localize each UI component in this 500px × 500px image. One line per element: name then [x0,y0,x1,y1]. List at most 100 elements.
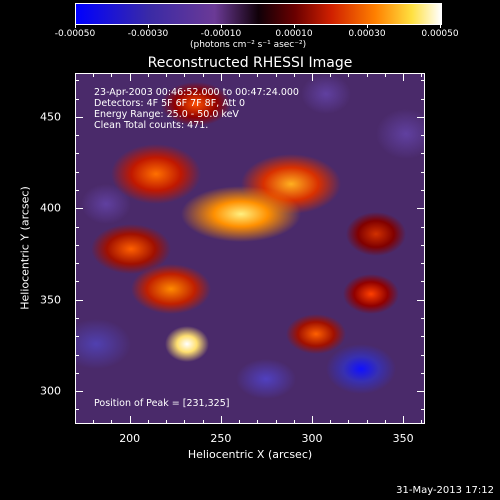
x-minor-tick [147,420,149,424]
y-minor-tick [421,263,425,265]
colorbar-tick-label: -0.00010 [200,29,242,39]
y-minor-tick [75,299,79,301]
y-minor-tick [421,135,425,137]
colorbar-tick-label: 0.00010 [275,29,313,39]
x-minor-tick [293,420,295,424]
chart-title: Reconstructed RHESSI Image [147,55,353,71]
y-minor-tick [421,244,425,246]
y-minor-tick [421,409,425,411]
x-tick [129,73,131,81]
energy-range-label: Energy Range: 25.0 - 50.0 keV [94,109,239,120]
x-minor-tick [147,73,149,77]
x-minor-tick [111,420,113,424]
y-minor-tick [75,190,79,191]
y-minor-tick [421,372,425,374]
x-minor-tick [93,73,95,77]
detectors-label: Detectors: 4F 5F 6F 7F 8F, Att 0 [94,98,246,109]
colorbar-tick-label: 0.00030 [348,29,386,39]
y-tick-label: 350 [40,293,61,307]
x-minor-tick [184,420,186,424]
y-minor-tick [421,317,425,319]
colorbar-tick [440,24,441,28]
y-axis-label: Heliocentric Y (arcsec) [18,186,32,310]
y-minor-tick [75,336,79,338]
peak-position-label: Position of Peak = [231,325] [94,398,230,409]
y-tick [75,208,83,210]
y-minor-tick [75,391,79,393]
y-tick [75,299,83,301]
colorbar-tick-label: -0.00050 [54,29,96,39]
y-minor-tick [75,135,79,137]
y-minor-tick [421,98,425,100]
y-minor-tick [75,153,79,155]
y-minor-tick [75,263,79,265]
x-minor-tick [311,420,313,424]
y-minor-tick [75,208,79,210]
x-minor-tick [421,73,423,77]
y-minor-tick [421,299,425,301]
y-minor-tick [421,171,425,173]
y-minor-tick [421,153,425,155]
time-range-label: 23-Apr-2003 00:46:52.000 to 00:47:24.000 [94,87,299,98]
y-minor-tick [75,98,79,100]
x-minor-tick [403,73,405,77]
y-minor-tick [421,281,425,283]
x-minor-tick [129,73,131,77]
y-minor-tick [421,226,425,228]
y-minor-tick [75,372,79,374]
x-minor-tick [403,420,405,424]
x-tick [403,73,405,81]
colorbar-tick-label: 0.00050 [421,29,459,39]
colorbar-tick [75,24,76,28]
x-minor-tick [366,420,368,424]
counts-label: Clean Total counts: 471. [94,120,209,131]
x-minor-tick [184,73,186,77]
y-minor-tick [421,336,425,338]
x-minor-tick [257,73,259,77]
colorbar-tick [221,24,222,28]
y-minor-tick [75,116,79,118]
colorbar-tick [148,24,149,28]
x-minor-tick [239,73,241,77]
colorbar-units: (photons cm⁻² s⁻¹ asec⁻²) [190,40,307,50]
y-tick-label: 300 [40,384,61,398]
x-minor-tick [275,420,277,424]
x-minor-tick [239,420,241,424]
x-minor-tick [166,73,168,77]
y-minor-tick [75,317,79,319]
y-minor-tick [75,244,79,246]
x-minor-tick [220,73,222,77]
y-minor-tick [75,80,79,82]
x-tick-label: 250 [210,432,232,445]
y-minor-tick [75,409,79,411]
colorbar-tick-label: -0.00030 [127,29,169,39]
x-tick-label: 350 [392,432,414,445]
colorbar-wrap [75,3,442,25]
x-minor-tick [384,73,386,77]
x-minor-tick [275,73,277,77]
y-minor-tick [75,226,79,228]
x-minor-tick [93,420,95,424]
x-minor-tick [348,420,350,424]
x-minor-tick [202,420,204,424]
heatmap-image [76,74,424,423]
x-minor-tick [330,420,332,424]
x-minor-tick [293,73,295,77]
colorbar-tick [294,24,295,28]
x-minor-tick [311,73,313,77]
y-minor-tick [421,80,425,82]
y-minor-tick [421,354,425,356]
y-tick-label: 450 [40,110,61,124]
datestamp: 31-May-2013 17:12 [396,485,494,496]
x-minor-tick [348,73,350,77]
x-minor-tick [421,420,423,424]
y-minor-tick [421,190,425,191]
x-minor-tick [111,73,113,77]
x-minor-tick [384,420,386,424]
y-minor-tick [75,171,79,173]
x-minor-tick [166,420,168,424]
y-minor-tick [421,208,425,210]
y-minor-tick [75,354,79,356]
y-tick [75,391,83,393]
x-minor-tick [366,73,368,77]
